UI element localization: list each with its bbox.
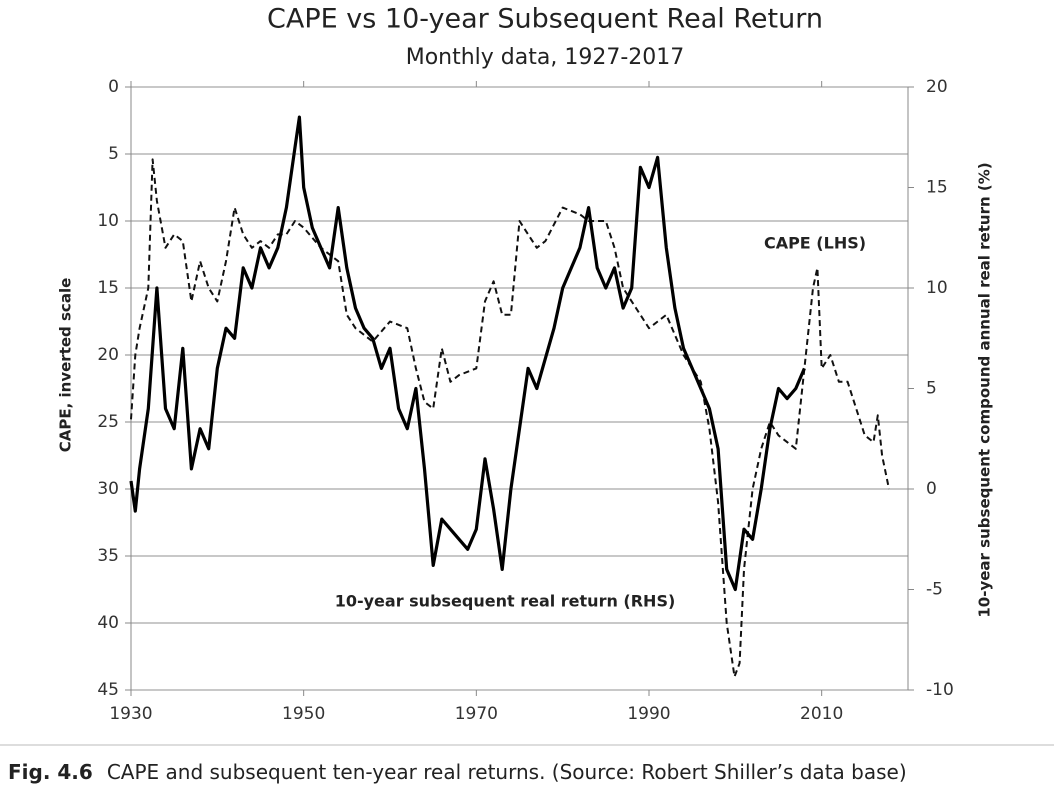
y-tick-label: 30 bbox=[97, 479, 119, 499]
annotation: 10-year subsequent real return (RHS) bbox=[335, 592, 676, 611]
x-tick-label: 1930 bbox=[109, 704, 152, 724]
y-tick-label: 15 bbox=[97, 278, 119, 298]
x-tick-label: 1950 bbox=[282, 704, 325, 724]
chart-subtitle: Monthly data, 1927-2017 bbox=[406, 45, 685, 70]
y2-tick-label: 5 bbox=[926, 379, 937, 399]
caption-label: Fig. 4.6 bbox=[8, 760, 93, 784]
y2-axis-label: 10-year subsequent compound annual real … bbox=[976, 162, 994, 617]
chart-title: CAPE vs 10-year Subsequent Real Return bbox=[267, 4, 823, 35]
x-tick-label: 1990 bbox=[627, 704, 670, 724]
x-tick-label: 2010 bbox=[800, 704, 843, 724]
y-tick-label: 25 bbox=[97, 412, 119, 432]
y-tick-label: 20 bbox=[97, 345, 119, 365]
y2-tick-label: 15 bbox=[926, 178, 948, 198]
series-line bbox=[129, 115, 806, 592]
y2-tick-label: 0 bbox=[926, 479, 937, 499]
series-line bbox=[130, 158, 890, 678]
y2-tick-label: -10 bbox=[926, 680, 954, 700]
y-tick-label: 5 bbox=[108, 144, 119, 164]
y2-tick-label: 20 bbox=[926, 77, 948, 97]
annotation: CAPE (LHS) bbox=[764, 234, 866, 253]
caption-text: CAPE and subsequent ten-year real return… bbox=[107, 760, 907, 784]
y-tick-label: 35 bbox=[97, 546, 119, 566]
caption: Fig. 4.6 CAPE and subsequent ten-year rea… bbox=[8, 760, 907, 784]
y2-tick-label: -5 bbox=[926, 580, 943, 600]
x-tick-label: 1970 bbox=[455, 704, 498, 724]
y-tick-label: 45 bbox=[97, 680, 119, 700]
y-tick-label: 10 bbox=[97, 211, 119, 231]
y-tick-label: 0 bbox=[108, 77, 119, 97]
y2-tick-label: 10 bbox=[926, 278, 948, 298]
y-axis-label: CAPE, inverted scale bbox=[57, 278, 75, 453]
y-tick-label: 40 bbox=[97, 613, 119, 633]
